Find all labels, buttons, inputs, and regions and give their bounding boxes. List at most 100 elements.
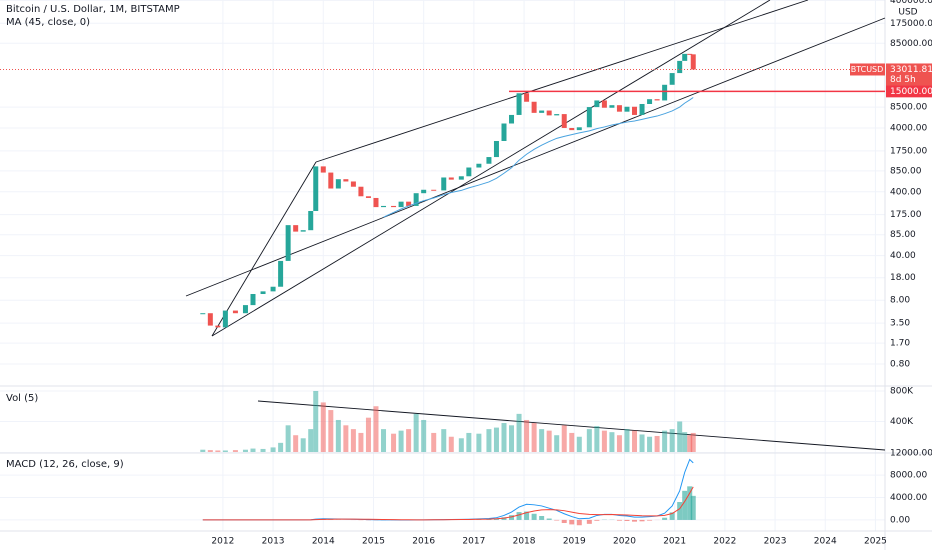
macd-tick-label: 4000.00 <box>890 493 927 503</box>
candle <box>381 205 387 208</box>
volume-bar <box>647 436 653 452</box>
candle <box>242 305 248 314</box>
y-tick-label: 850.00 <box>890 166 922 176</box>
x-tick-label: 2023 <box>764 537 787 547</box>
volume-bar <box>569 432 575 452</box>
candle <box>569 127 575 131</box>
x-tick-label: 2021 <box>663 537 686 547</box>
macd-histogram-bar <box>516 512 522 520</box>
candle <box>343 179 349 182</box>
candle <box>458 176 464 180</box>
macd-histogram-bar <box>531 513 537 520</box>
volume-bar <box>207 450 213 452</box>
candle <box>232 310 238 314</box>
y-tick-label: 8.00 <box>890 296 910 306</box>
candle <box>554 114 560 116</box>
x-tick-label: 2024 <box>814 537 837 547</box>
macd-title: MACD (12, 26, close, 9) <box>6 459 124 470</box>
volume-bar <box>546 430 552 452</box>
macd-histogram-bar <box>632 519 638 522</box>
candle <box>406 201 412 206</box>
volume-bar <box>486 429 492 452</box>
macd-histogram-bar <box>493 518 499 520</box>
candle <box>476 163 482 168</box>
volume-bar <box>561 425 567 452</box>
chart-title: Bitcoin / U.S. Dollar, 1M, BITSTAMP <box>6 4 180 15</box>
macd-histogram-bar <box>501 517 507 520</box>
volume-bar <box>594 426 600 452</box>
volume-bar <box>662 430 668 452</box>
signal-line <box>202 486 694 521</box>
volume-bar <box>278 442 284 452</box>
macd-histogram-bar <box>561 519 567 524</box>
volume-bar <box>215 450 221 452</box>
candle <box>586 107 592 128</box>
candle <box>662 84 668 101</box>
volume-bar <box>448 436 454 452</box>
candle <box>358 186 364 197</box>
volume-bar <box>358 432 364 452</box>
macd-histogram-bar <box>662 517 668 520</box>
volume-bar <box>632 430 638 452</box>
volume-bar <box>232 450 238 452</box>
price-label: 33011.81 <box>890 65 932 75</box>
volume-bar <box>586 429 592 452</box>
candle <box>200 313 206 315</box>
y-tick-label: 400.00 <box>890 187 922 197</box>
candle <box>647 99 653 104</box>
candle <box>493 140 499 158</box>
volume-bar <box>431 432 437 452</box>
indicator-label: MA (45, close, 0) <box>6 17 90 28</box>
price-label-box <box>886 63 932 86</box>
candle <box>531 101 537 113</box>
moving-average-line <box>383 97 694 218</box>
candle <box>320 166 326 173</box>
y-tick-label: 175000.00 <box>890 19 932 29</box>
volume-bar <box>609 432 615 452</box>
macd-histogram-bar <box>569 519 575 525</box>
candle <box>308 210 314 231</box>
x-tick-label: 2018 <box>513 537 536 547</box>
x-tick-label: 2017 <box>462 537 485 547</box>
candle <box>285 225 291 261</box>
candle <box>421 189 427 194</box>
candle <box>509 114 515 124</box>
x-tick-label: 2019 <box>563 537 586 547</box>
volume-bar <box>260 448 266 452</box>
volume-bar <box>222 450 228 452</box>
trendline <box>315 0 809 163</box>
candle <box>682 53 688 61</box>
hline-label: 15000.00 <box>890 87 932 97</box>
macd-histogram-bar <box>690 495 696 520</box>
candle <box>350 181 356 187</box>
macd-tick-label: 12000.00 <box>890 448 932 458</box>
volume-title: Vol (5) <box>6 393 38 404</box>
volume-bar <box>669 429 675 452</box>
volume-bar <box>493 427 499 452</box>
volume-bar <box>320 402 326 452</box>
candle <box>616 105 622 112</box>
volume-bar <box>531 423 537 452</box>
candle <box>690 54 696 70</box>
volume-bar <box>200 449 206 452</box>
candle <box>654 99 660 101</box>
candle <box>250 294 256 306</box>
x-tick-label: 2012 <box>211 537 234 547</box>
volume-bar <box>308 429 314 452</box>
volume-bar <box>250 448 256 452</box>
candle <box>335 179 341 189</box>
macd-histogram-bar <box>682 490 688 520</box>
candle <box>669 73 675 85</box>
y-tick-label: 0.80 <box>890 360 910 370</box>
candle <box>594 100 600 108</box>
hline-label-box <box>886 85 932 98</box>
candle <box>278 260 284 287</box>
macd-histogram-bar <box>687 486 693 520</box>
volume-bar <box>616 435 622 452</box>
volume-bar <box>501 423 507 452</box>
symbol-label-box <box>850 63 885 76</box>
y-tick-label: 1.70 <box>890 339 910 349</box>
x-tick-label: 2015 <box>362 537 385 547</box>
trendline <box>211 0 771 337</box>
candle <box>601 100 607 108</box>
